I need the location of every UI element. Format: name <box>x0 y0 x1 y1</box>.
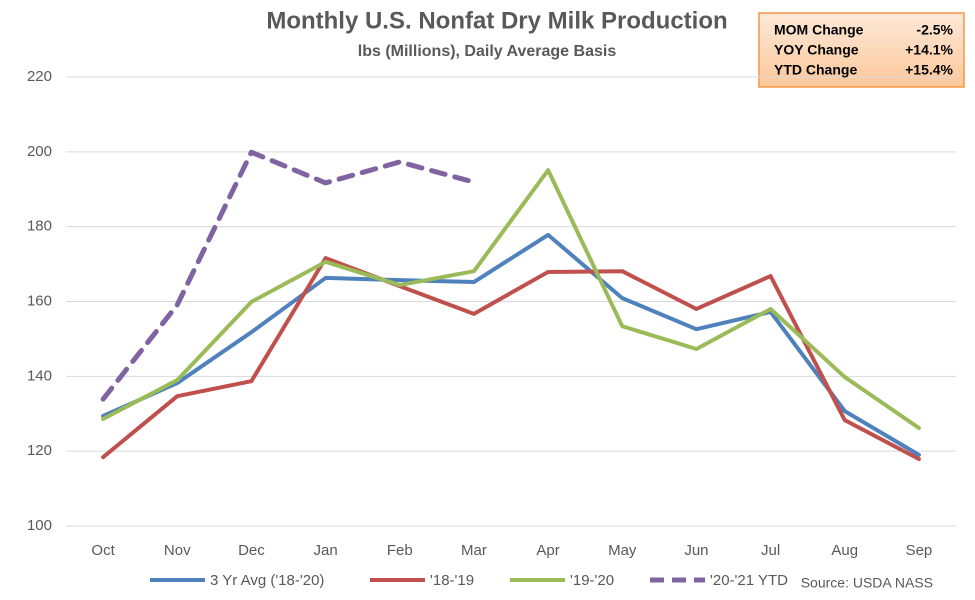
info-value: +15.4% <box>905 62 953 78</box>
chart-subtitle: lbs (Millions), Daily Average Basis <box>358 43 617 60</box>
series-line <box>101 256 921 462</box>
x-tick-label: Nov <box>164 542 191 559</box>
y-tick-label: 140 <box>27 367 52 384</box>
series-line <box>100 149 477 402</box>
x-tick-label: Mar <box>461 542 487 559</box>
info-label: MOM Change <box>774 22 864 38</box>
x-tick-label: Apr <box>536 542 559 559</box>
info-label: YOY Change <box>774 42 859 58</box>
y-tick-label: 160 <box>27 292 52 309</box>
x-tick-label: Jun <box>684 542 708 559</box>
y-tick-label: 180 <box>27 218 52 235</box>
series-line <box>101 168 921 430</box>
info-box <box>758 12 965 88</box>
x-tick-label: Jul <box>761 542 780 559</box>
x-tick-label: May <box>608 542 637 559</box>
info-value: +14.1% <box>905 42 953 58</box>
legend-label: '19-'20 <box>570 572 614 589</box>
series-line <box>101 232 921 457</box>
chart-title: Monthly U.S. Nonfat Dry Milk Production <box>266 7 727 34</box>
y-tick-label: 100 <box>27 517 52 534</box>
legend-label: '20-'21 YTD <box>710 572 788 589</box>
x-tick-label: Jan <box>313 542 337 559</box>
y-tick-label: 200 <box>27 143 52 160</box>
legend-label: '18-'19 <box>430 572 474 589</box>
x-tick-label: Dec <box>238 542 265 559</box>
y-tick-label: 120 <box>27 442 52 459</box>
x-tick-label: Aug <box>831 542 858 559</box>
x-tick-label: Oct <box>91 542 115 559</box>
x-tick-label: Feb <box>387 542 413 559</box>
x-tick-label: Sep <box>906 542 933 559</box>
info-value: -2.5% <box>916 22 953 38</box>
y-tick-label: 220 <box>27 68 52 85</box>
source: Source: USDA NASS <box>801 575 933 591</box>
legend-label: 3 Yr Avg ('18-'20) <box>210 572 324 589</box>
info-label: YTD Change <box>774 62 857 78</box>
